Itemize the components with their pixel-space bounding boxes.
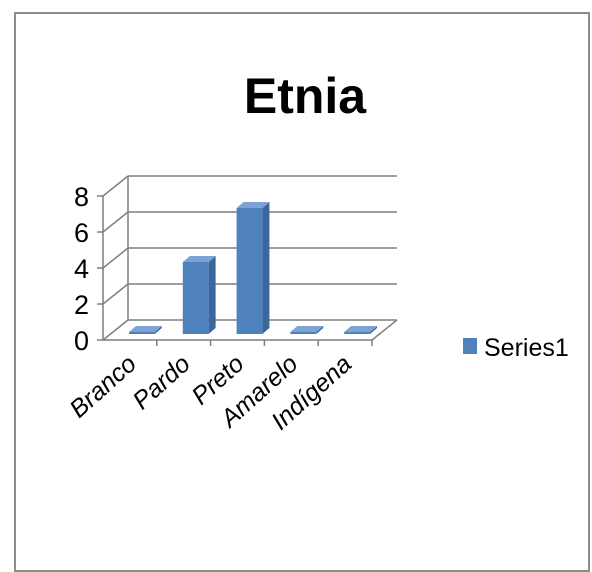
y-tick-label: 2 — [74, 290, 89, 320]
bars — [128, 202, 378, 334]
bar-amarelo — [290, 326, 324, 334]
bar-chart: Etnia 0 2 4 6 8 BrancoPardoPretoAmareloIndíg… — [64, 68, 569, 436]
chart-title: Etnia — [244, 68, 367, 124]
bar-pardo — [182, 256, 216, 334]
legend-swatch-series1 — [463, 338, 477, 354]
bar-preto — [236, 202, 270, 334]
chart-frame — [14, 12, 590, 572]
y-axis-ticks: 0 2 4 6 8 — [74, 182, 103, 356]
y-tick-label: 6 — [74, 218, 89, 248]
y-tick-label: 0 — [74, 326, 89, 356]
y-tick-label: 8 — [74, 182, 89, 212]
bar-indígena — [344, 326, 378, 334]
x-category-label: Branco — [64, 350, 142, 424]
y-tick-label: 4 — [74, 254, 89, 284]
bar-branco — [128, 326, 162, 334]
legend: Series1 — [463, 334, 569, 362]
legend-label-series1: Series1 — [484, 334, 569, 362]
x-category-label: Pardo — [127, 350, 195, 416]
